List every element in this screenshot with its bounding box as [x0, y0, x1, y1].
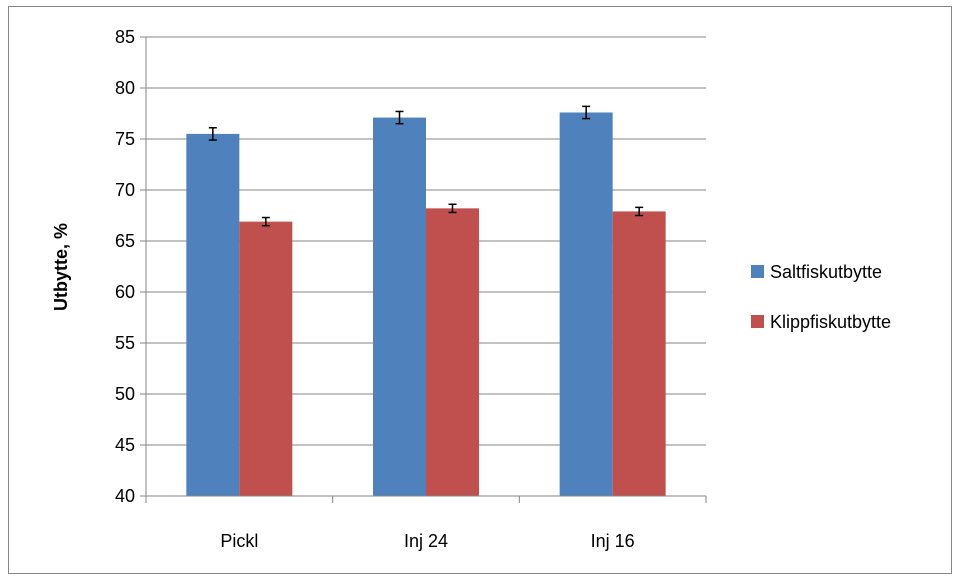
x-tick-label: Inj 16	[591, 531, 635, 551]
y-tick-label: 45	[115, 435, 135, 455]
legend: Saltfiskutbytte Klippfiskutbytte	[751, 262, 891, 332]
bar	[559, 112, 613, 496]
y-tick-label: 40	[115, 486, 135, 506]
y-axis-label: Utbytte, %	[51, 223, 71, 311]
y-tick-label: 80	[115, 78, 135, 98]
y-tick-labels: 40 45 50 55 60 65 70 75 80 85	[115, 27, 135, 506]
y-tick-label: 85	[115, 27, 135, 47]
bar	[426, 208, 479, 497]
y-tick-label: 60	[115, 282, 135, 302]
chart-frame	[8, 6, 952, 574]
y-tick-label: 75	[115, 129, 135, 149]
y-tick-label: 50	[115, 384, 135, 404]
legend-label: Saltfiskutbytte	[770, 262, 882, 282]
legend-swatch	[751, 315, 764, 328]
y-tick-label: 70	[115, 180, 135, 200]
x-tick-label: Inj 24	[404, 531, 448, 551]
bar-marks	[186, 112, 666, 497]
y-tick-label: 65	[115, 231, 135, 251]
x-tick-labels: Pickl Inj 24 Inj 16	[220, 531, 634, 551]
legend-label: Klippfiskutbytte	[770, 312, 891, 332]
bar	[186, 133, 240, 496]
bar	[612, 211, 666, 497]
legend-swatch	[751, 265, 764, 278]
y-tick-label: 55	[115, 333, 135, 353]
axes	[140, 36, 707, 503]
x-tick-label: Pickl	[220, 531, 258, 551]
error-bars	[208, 105, 644, 227]
bar	[239, 221, 293, 496]
bar	[373, 117, 426, 496]
